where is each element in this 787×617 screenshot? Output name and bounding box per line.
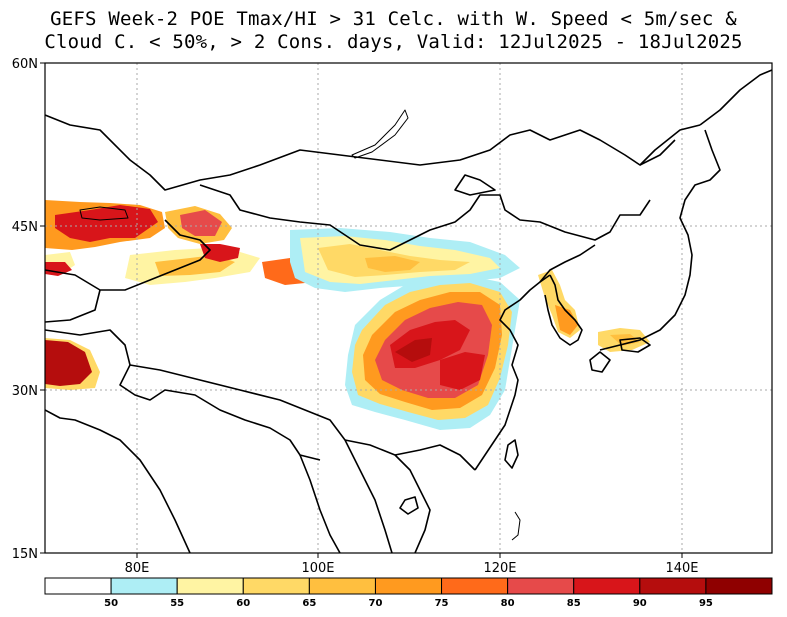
colorbar-tick-label: 85 xyxy=(567,598,581,609)
map-title-line1: GEFS Week-2 POE Tmax/HI > 31 Celc. with … xyxy=(50,8,737,30)
lon-label-120e: 120E xyxy=(483,561,516,576)
colorbar-tick-label: 55 xyxy=(170,598,184,609)
longitude-labels: 80E 100E 120E 140E xyxy=(125,561,699,576)
colorbar-swatch xyxy=(507,577,575,595)
colorbar-swatch xyxy=(441,577,509,595)
latitude-labels: 60N 45N 30N 15N xyxy=(12,57,38,562)
colorbar-tick-label: 75 xyxy=(435,598,449,609)
colorbar-swatch xyxy=(176,577,244,595)
colorbar-tick-label: 50 xyxy=(104,598,118,609)
colorbar-tick-label: 95 xyxy=(699,598,713,609)
colorbar-tick-label: 80 xyxy=(501,598,515,609)
colorbar-tick-label: 60 xyxy=(236,598,250,609)
colorbar: 50 55 60 65 70 75 80 85 90 95 xyxy=(44,577,773,609)
colorbar-swatch xyxy=(639,577,707,595)
lat-label-60n: 60N xyxy=(12,57,38,72)
colorbar-swatch xyxy=(374,577,443,595)
colorbar-swatch xyxy=(110,577,178,595)
lat-label-30n: 30N xyxy=(12,384,38,399)
lon-label-80e: 80E xyxy=(125,561,150,576)
colorbar-swatch xyxy=(44,577,112,595)
probability-shading xyxy=(45,200,650,430)
lat-label-45n: 45N xyxy=(12,220,38,235)
lon-label-140e: 140E xyxy=(665,561,698,576)
colorbar-swatch xyxy=(242,577,310,595)
colorbar-tick-label: 70 xyxy=(368,598,382,609)
colorbar-tick-label: 65 xyxy=(302,598,316,609)
colorbar-tick-label: 90 xyxy=(633,598,647,609)
map-boundaries xyxy=(45,69,772,553)
lat-label-15n: 15N xyxy=(12,547,38,562)
colorbar-swatch xyxy=(573,577,641,595)
colorbar-swatch xyxy=(705,577,773,595)
map-frame xyxy=(44,62,773,554)
lon-label-100e: 100E xyxy=(301,561,334,576)
map-title-line2: Cloud C. < 50%, > 2 Cons. days, Valid: 1… xyxy=(44,31,743,53)
colorbar-swatch xyxy=(308,577,376,595)
axis-ticks xyxy=(40,62,683,558)
